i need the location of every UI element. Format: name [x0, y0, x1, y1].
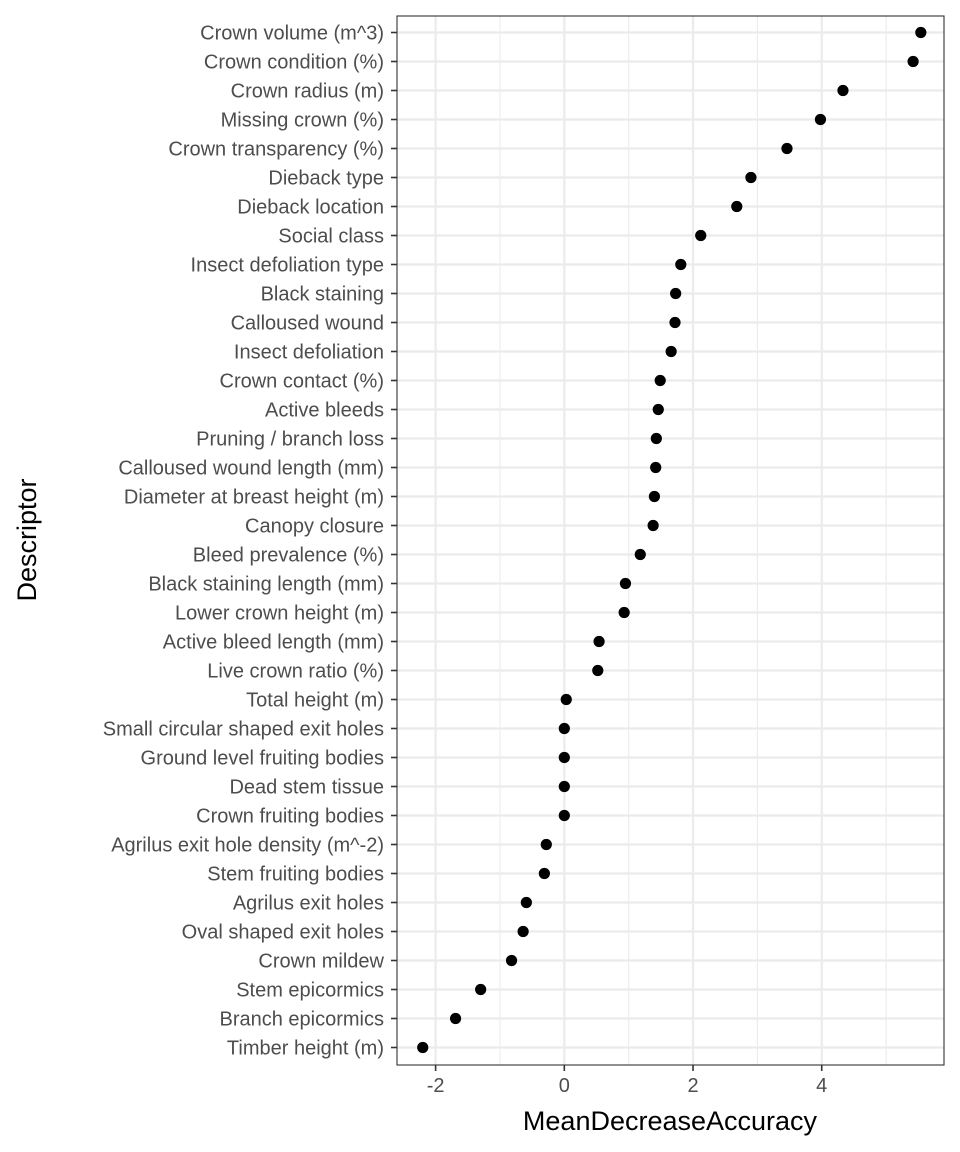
x-axis: -2 0 2 4: [427, 1065, 827, 1097]
y-tick-label: Bleed prevalence (%): [193, 545, 384, 567]
data-point: [670, 287, 682, 300]
y-tick-label: Branch epicormics: [219, 1009, 384, 1031]
y-tick-label: Social class: [278, 226, 384, 248]
y-tick-label: Calloused wound length (mm): [118, 458, 384, 480]
y-tick-label: Timber height (m): [227, 1038, 384, 1060]
data-point: [654, 374, 666, 387]
data-point: [560, 693, 572, 706]
y-tick-label: Stem epicormics: [236, 980, 384, 1002]
y-tick-label: Calloused wound: [231, 313, 384, 335]
data-point: [520, 896, 532, 909]
data-point: [781, 142, 793, 155]
y-tick-label: Black staining: [261, 284, 384, 306]
data-point: [517, 925, 529, 938]
data-point: [475, 983, 487, 996]
data-point: [634, 548, 646, 561]
y-tick-label: Active bleed length (mm): [163, 632, 384, 654]
data-point: [558, 722, 570, 735]
data-point: [592, 664, 604, 677]
data-point: [619, 577, 632, 590]
y-tick-label: Crown condition (%): [204, 52, 384, 74]
major-gridlines: [397, 16, 944, 1065]
y-tick-label: Live crown ratio (%): [207, 661, 384, 683]
data-point: [558, 809, 570, 822]
data-point: [558, 780, 570, 793]
y-tick-label: Crown volume (m^3): [200, 23, 384, 45]
data-point: [650, 432, 662, 445]
y-tick-label: Ground level fruiting bodies: [141, 748, 384, 770]
x-axis-title: MeanDecreaseAccuracy: [523, 1106, 818, 1136]
y-tick-label: Crown transparency (%): [168, 139, 384, 161]
data-point: [449, 1012, 462, 1025]
y-tick-label: Oval shaped exit holes: [182, 922, 384, 944]
data-point: [915, 26, 927, 39]
data-point: [675, 258, 687, 271]
data-point: [558, 751, 570, 764]
data-point: [652, 403, 664, 416]
y-tick-label: Agrilus exit hole density (m^-2): [111, 835, 384, 857]
y-tick-label: Lower crown height (m): [175, 603, 384, 625]
y-tick-label: Dead stem tissue: [229, 777, 384, 799]
data-point: [647, 519, 659, 532]
y-tick-label: Stem fruiting bodies: [207, 864, 384, 886]
x-tick-label: 4: [816, 1075, 827, 1097]
x-tick-label: 0: [559, 1075, 570, 1097]
y-tick-label: Pruning / branch loss: [196, 429, 384, 451]
data-point: [665, 345, 677, 358]
y-axis: Crown volume (m^3) Crown condition (%) Cro…: [103, 23, 397, 1060]
data-point: [417, 1041, 429, 1054]
panel-border: [396, 15, 945, 1066]
y-tick-label: Crown contact (%): [220, 371, 385, 393]
data-point: [907, 55, 919, 68]
data-point: [745, 171, 757, 184]
data-point: [650, 461, 662, 474]
y-axis-title: Descriptor: [12, 478, 42, 601]
y-tick-label: Missing crown (%): [221, 110, 384, 132]
y-tick-label: Crown fruiting bodies: [196, 806, 384, 828]
y-tick-label: Diameter at breast height (m): [124, 487, 384, 509]
y-tick-label: Insect defoliation: [234, 342, 384, 364]
minor-gridlines: [499, 16, 887, 1065]
data-point: [540, 838, 552, 851]
data-point: [618, 606, 630, 619]
y-tick-label: Insect defoliation type: [191, 255, 384, 277]
y-tick-label: Total height (m): [246, 690, 384, 712]
data-point: [837, 84, 849, 97]
data-points: [417, 26, 927, 1054]
data-point: [538, 867, 550, 880]
y-tick-label: Active bleeds: [265, 400, 384, 422]
data-point: [593, 635, 605, 648]
y-tick-label: Dieback location: [237, 197, 384, 219]
x-tick-label: -2: [427, 1075, 445, 1097]
data-point: [814, 113, 827, 126]
panel-background: [397, 16, 944, 1065]
x-tick-label: 2: [687, 1075, 698, 1097]
y-tick-label: Black staining length (mm): [148, 574, 384, 596]
data-point: [695, 229, 707, 242]
y-tick-label: Crown radius (m): [231, 81, 384, 103]
data-point: [648, 490, 661, 503]
y-tick-label: Crown mildew: [258, 951, 384, 973]
data-point: [505, 954, 518, 967]
y-tick-label: Small circular shaped exit holes: [103, 719, 384, 741]
data-point: [731, 200, 743, 213]
y-tick-label: Agrilus exit holes: [233, 893, 384, 915]
y-tick-label: Canopy closure: [245, 516, 384, 538]
y-tick-label: Dieback type: [268, 168, 384, 190]
data-point: [669, 316, 681, 329]
